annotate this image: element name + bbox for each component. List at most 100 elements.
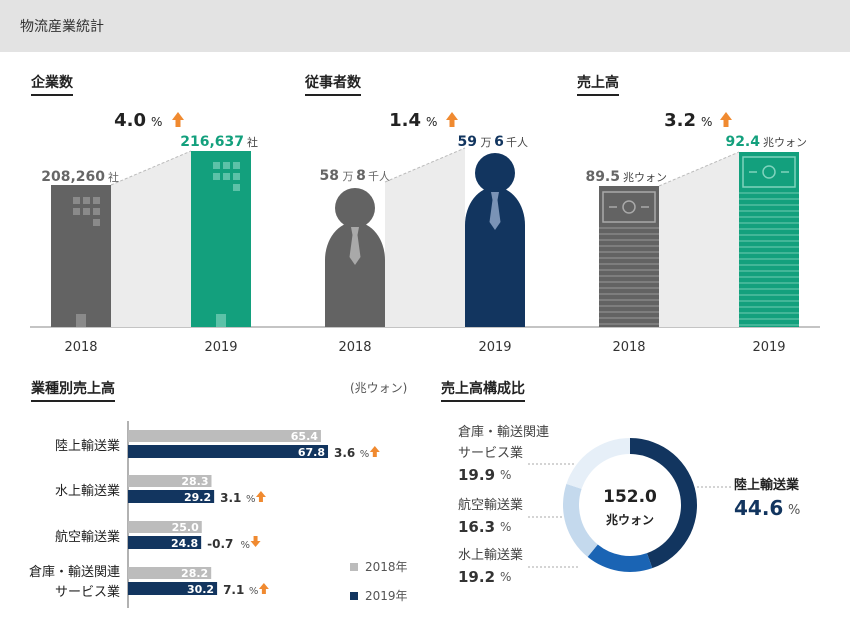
legend-swatch-2019 bbox=[350, 592, 358, 600]
bar-label-2018: 28.3 bbox=[181, 475, 208, 488]
companies-bar-2019 bbox=[191, 151, 251, 327]
employees-change-unit: % bbox=[426, 115, 437, 129]
bar-2019 bbox=[128, 582, 218, 595]
arrow-up-icon bbox=[369, 446, 380, 457]
sales-year-2018: 2018 bbox=[612, 340, 645, 355]
change-label: 3.6 bbox=[334, 446, 355, 460]
bar-label-2019: 29.2 bbox=[184, 491, 211, 504]
companies-year-2019: 2019 bbox=[204, 340, 237, 355]
employees-year-2018: 2018 bbox=[338, 340, 371, 355]
bar-2018 bbox=[128, 475, 212, 487]
bar-label-2018: 25.0 bbox=[172, 521, 199, 534]
donut-slice bbox=[630, 438, 697, 569]
bar-2018 bbox=[128, 521, 202, 533]
companies-connector bbox=[111, 151, 191, 327]
label-water-unit: % bbox=[500, 570, 511, 584]
companies-value-2019: 216,637 bbox=[180, 134, 244, 150]
label-warehouse-value: 19.9 bbox=[458, 466, 495, 484]
by-industry-title: 業種別売上高 bbox=[31, 378, 115, 402]
employees-title: 従事者数 bbox=[305, 72, 361, 96]
svg-text:59: 59 bbox=[458, 134, 477, 150]
employees-connector bbox=[385, 148, 465, 327]
companies-title: 企業数 bbox=[31, 72, 73, 96]
composition-title: 売上高構成比 bbox=[441, 378, 525, 402]
label-land-name: 陸上輸送業 bbox=[734, 477, 800, 493]
label-air-unit: % bbox=[500, 520, 511, 534]
sales-unit-2018: 兆ウォン bbox=[623, 171, 667, 184]
bar-label-2019: 67.8 bbox=[298, 446, 325, 459]
companies-change: 4.0 bbox=[114, 110, 146, 131]
change-label: 3.1 bbox=[220, 491, 241, 505]
bar-label-2018: 65.4 bbox=[291, 430, 318, 443]
label-warehouse-unit: % bbox=[500, 468, 511, 482]
category-label: サービス業 bbox=[55, 584, 120, 600]
svg-text:万: 万 bbox=[343, 170, 354, 183]
label-air-value: 16.3 bbox=[458, 518, 495, 536]
employees-year-2019: 2019 bbox=[478, 340, 511, 355]
page-header: 物流産業統計 bbox=[0, 0, 850, 52]
bar-label-2019: 30.2 bbox=[187, 583, 214, 596]
label-warehouse-name2: サービス業 bbox=[458, 445, 523, 461]
donut-slice bbox=[563, 483, 598, 557]
by-industry-chart: 陸上輸送業 65.4 67.8 3.6 % 水上輸送業 28.3 29.2 3.1 % 航空輸送業 2… bbox=[29, 421, 408, 608]
label-land-unit: % bbox=[788, 503, 800, 518]
sales-change-unit: % bbox=[701, 115, 712, 129]
bar-label-2018: 28.2 bbox=[181, 567, 208, 580]
sales-connector bbox=[659, 152, 739, 327]
change-unit: % bbox=[241, 540, 251, 551]
sales-value-2019: 92.4 bbox=[725, 134, 760, 150]
arrow-up-icon bbox=[446, 112, 458, 127]
category-label: 倉庫・輸送関連 bbox=[29, 565, 120, 580]
change-unit: % bbox=[249, 586, 259, 597]
svg-text:58: 58 bbox=[320, 168, 339, 184]
legend-2019: 2019年 bbox=[365, 589, 408, 603]
bar-2019 bbox=[128, 536, 202, 549]
companies-dash bbox=[110, 150, 192, 186]
companies-bar-2018 bbox=[51, 185, 111, 327]
employees-change: 1.4 bbox=[389, 110, 421, 131]
money-stack-icon-2019 bbox=[739, 152, 799, 327]
label-water-value: 19.2 bbox=[458, 568, 495, 586]
label-air-name: 航空輸送業 bbox=[458, 497, 523, 513]
sales-value-2018: 89.5 bbox=[585, 169, 620, 185]
arrow-up-icon bbox=[258, 583, 269, 594]
arrow-up-icon bbox=[720, 112, 732, 127]
employees-dash bbox=[384, 147, 466, 183]
category-label: 水上輸送業 bbox=[55, 483, 120, 499]
bar-2018 bbox=[128, 567, 212, 579]
companies-unit-2019: 社 bbox=[247, 135, 258, 149]
legend-2018: 2018年 bbox=[365, 560, 408, 574]
bar-2019 bbox=[128, 445, 329, 458]
arrow-down-icon bbox=[250, 536, 261, 547]
svg-text:万: 万 bbox=[481, 136, 492, 149]
companies-value-2018: 208,260 bbox=[41, 169, 105, 185]
label-warehouse-name1: 倉庫・輸送関連 bbox=[458, 425, 549, 440]
arrow-up-icon bbox=[172, 112, 184, 127]
employees-value-2019: 59 万 6 千人 bbox=[458, 134, 528, 150]
companies-year-2018: 2018 bbox=[64, 340, 97, 355]
change-label: -0.7 bbox=[207, 537, 233, 551]
bar-2018 bbox=[128, 430, 321, 442]
category-label: 航空輸送業 bbox=[55, 529, 120, 545]
donut-slice bbox=[566, 438, 630, 489]
person-icon-2019 bbox=[465, 153, 525, 327]
svg-text:8: 8 bbox=[356, 168, 366, 184]
by-industry-unit: (兆ウォン) bbox=[350, 381, 408, 395]
companies-unit-2018: 社 bbox=[108, 170, 119, 184]
employees-value-2018: 58 万 8 千人 bbox=[320, 168, 390, 184]
donut-slice bbox=[587, 544, 653, 572]
bar-2019 bbox=[128, 490, 215, 503]
label-land-value: 44.6 bbox=[734, 496, 783, 520]
page-title: 物流産業統計 bbox=[20, 19, 104, 35]
money-stack-icon-2018 bbox=[599, 186, 659, 327]
legend-swatch-2018 bbox=[350, 563, 358, 571]
companies-change-unit: % bbox=[151, 115, 162, 129]
composition-chart: 152.0 兆ウォン 陸上輸送業 44.6 % 倉庫・輸送関連 サービス業 19… bbox=[458, 425, 800, 586]
donut-center-unit: 兆ウォン bbox=[606, 512, 654, 527]
change-unit: % bbox=[246, 494, 256, 505]
arrow-up-icon bbox=[255, 491, 266, 502]
sales-dash bbox=[658, 151, 740, 187]
donut-center-value: 152.0 bbox=[603, 487, 657, 507]
sales-unit-2019: 兆ウォン bbox=[763, 136, 807, 149]
sales-title: 売上高 bbox=[577, 72, 619, 96]
